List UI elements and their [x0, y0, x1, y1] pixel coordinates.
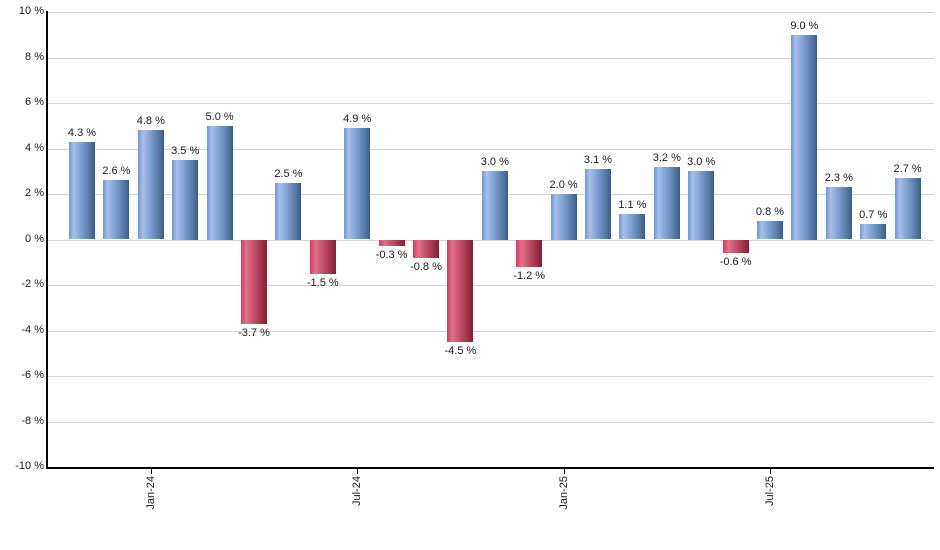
- bar-value-label: 4.9 %: [343, 113, 372, 126]
- bar-positive: [137, 130, 164, 240]
- bar-negative: [516, 239, 543, 267]
- bar-positive: [825, 187, 852, 240]
- bar-value-label: 0.7 %: [859, 208, 888, 221]
- bar-value-label: -1.2 %: [513, 269, 546, 282]
- bar-negative: [378, 239, 405, 247]
- bar-negative: [722, 239, 749, 254]
- x-axis-line: [46, 467, 934, 469]
- y-axis-tick-label: -2 %: [21, 278, 44, 290]
- x-axis-tick-label: Jan-25: [557, 476, 570, 510]
- bar-positive: [172, 159, 199, 240]
- y-axis-tick-label: -8 %: [21, 414, 44, 427]
- y-axis-line: [46, 11, 48, 469]
- gridline: [48, 239, 934, 241]
- gridline: [48, 57, 934, 59]
- bar-value-label: 2.7 %: [893, 163, 922, 176]
- bar-value-label: -0.8 %: [410, 260, 442, 273]
- y-axis-tick-label: -6 %: [21, 369, 44, 381]
- y-axis-tick-label: 8 %: [25, 50, 44, 63]
- bar-value-label: 5.0 %: [205, 110, 234, 123]
- bar-value-label: 3.0 %: [687, 156, 716, 169]
- bar-positive: [688, 171, 715, 240]
- bar-value-label: -1.5 %: [306, 276, 339, 289]
- bar-positive: [791, 34, 818, 240]
- bar-value-label: 4.3 %: [67, 126, 97, 139]
- bar-value-label: 3.1 %: [583, 153, 613, 166]
- bar-value-label: 3.5 %: [171, 144, 200, 157]
- bar-value-label: 1.1 %: [618, 199, 647, 212]
- x-axis-tick: [770, 469, 771, 474]
- y-axis-tick-label: 6 %: [25, 96, 44, 108]
- bar-positive: [103, 180, 130, 240]
- bar-positive: [653, 166, 680, 240]
- bar-value-label: 2.6 %: [102, 165, 131, 178]
- x-axis-tick: [357, 469, 359, 474]
- bar-positive: [619, 214, 646, 240]
- y-axis-tick-label: 2 %: [25, 187, 44, 199]
- bar-value-label: 9.0 %: [790, 19, 819, 32]
- bar-value-label: 4.8 %: [136, 115, 165, 128]
- bar-value-label: 2.3 %: [824, 172, 853, 185]
- gridline: [48, 12, 934, 13]
- x-axis-tick-label: Jul-24: [351, 476, 364, 506]
- gridline: [48, 376, 934, 377]
- gridline: [48, 285, 934, 286]
- bar-positive: [481, 171, 508, 240]
- bar-value-label: 2.5 %: [274, 167, 303, 180]
- bar-negative: [309, 239, 336, 274]
- x-axis-tick-label: Jul-25: [764, 476, 776, 506]
- bar-value-label: -0.3 %: [375, 249, 408, 262]
- y-axis-tick-label: -10 %: [15, 460, 44, 472]
- gridline: [48, 148, 934, 150]
- bar-value-label: -4.5 %: [444, 344, 477, 357]
- bar-value-label: 3.0 %: [480, 156, 509, 169]
- bar-positive: [585, 168, 611, 240]
- x-axis-tick: [150, 469, 152, 474]
- bar-positive: [275, 182, 302, 240]
- bar-negative: [413, 239, 439, 258]
- bar-positive: [860, 223, 887, 240]
- bar-value-label: 2.0 %: [549, 179, 578, 191]
- bar-negative: [241, 239, 267, 324]
- bar-negative: [447, 239, 474, 342]
- gridline: [48, 330, 934, 332]
- bar-value-label: 0.8 %: [755, 206, 785, 219]
- bar-positive: [894, 178, 921, 240]
- bar-positive: [206, 125, 233, 240]
- x-axis-tick-label: Jan-24: [144, 476, 157, 510]
- bar-positive: [757, 221, 783, 240]
- gridline: [48, 421, 934, 423]
- bar-value-label: -3.7 %: [238, 326, 270, 339]
- bar-positive: [550, 194, 577, 240]
- y-axis-tick-label: 4 %: [25, 141, 44, 154]
- bar-value-label: 3.2 %: [652, 151, 681, 164]
- y-axis-tick-label: 0 %: [25, 232, 44, 245]
- bar-positive: [344, 128, 371, 240]
- gridline: [48, 103, 934, 104]
- y-axis-tick-label: 10 %: [18, 5, 44, 17]
- bar-positive: [69, 141, 95, 240]
- y-axis-tick-label: -4 %: [21, 323, 44, 336]
- bar-value-label: -0.6 %: [719, 256, 752, 269]
- x-axis-tick: [563, 469, 565, 474]
